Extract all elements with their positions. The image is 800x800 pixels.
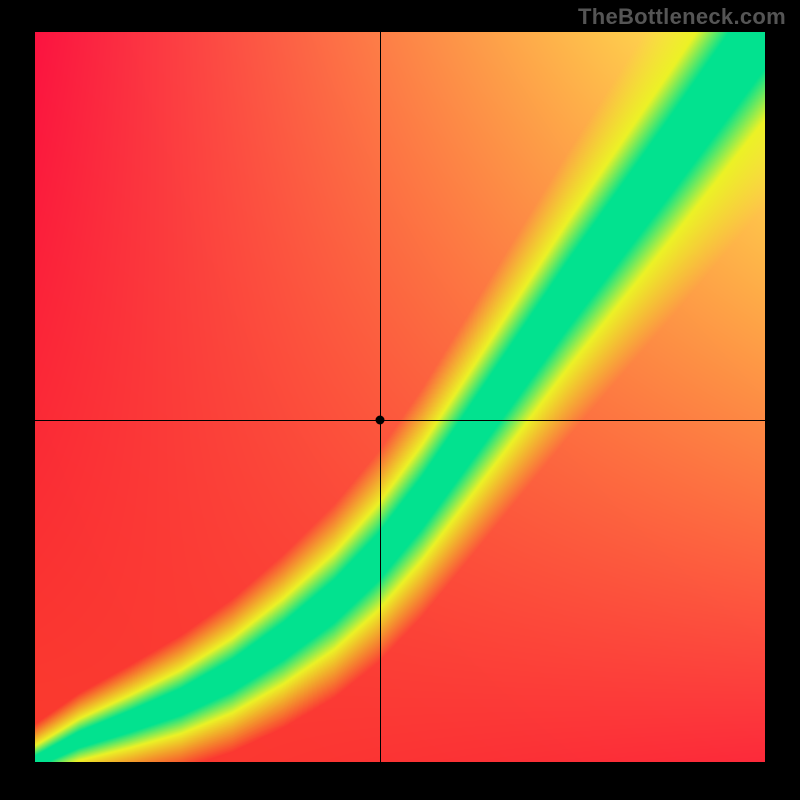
heatmap-canvas: [35, 32, 765, 762]
plot-area: [35, 32, 765, 762]
watermark-text: TheBottleneck.com: [578, 4, 786, 30]
crosshair-dot: [375, 416, 384, 425]
chart-container: TheBottleneck.com: [0, 0, 800, 800]
crosshair-horizontal: [35, 420, 765, 421]
crosshair-vertical: [380, 32, 381, 762]
